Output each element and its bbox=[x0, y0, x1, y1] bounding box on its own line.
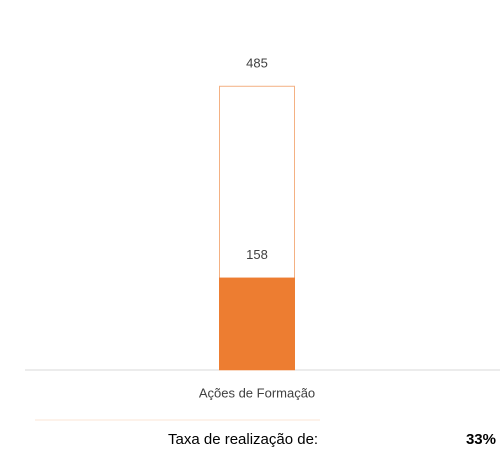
bar bbox=[219, 277, 295, 370]
rate-value: 33% bbox=[466, 431, 496, 448]
x-tick-label: Ações de Formação bbox=[199, 385, 315, 400]
value-label: 158 bbox=[246, 247, 268, 262]
value-label: 485 bbox=[246, 56, 268, 71]
rate-label: Taxa de realização de: bbox=[168, 431, 318, 448]
